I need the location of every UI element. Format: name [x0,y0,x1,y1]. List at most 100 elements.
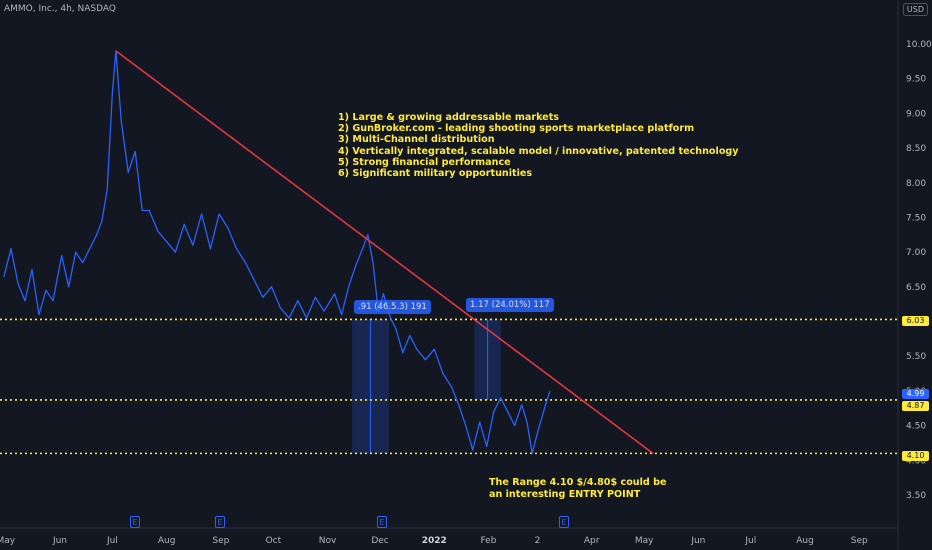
price-point [402,352,404,354]
price-point [38,314,40,316]
price-point [354,265,357,267]
symbol-title[interactable]: AMMO, Inc., 4h, NASDAQ [4,4,116,14]
price-point [17,282,19,284]
reason-3: 3) Multi-Channel distribution [338,134,495,146]
price-point [89,248,91,250]
price-point [493,411,495,413]
earnings-icon[interactable]: E [215,516,225,528]
x-tick-label: Sep [851,536,868,546]
price-point [127,171,129,173]
y-tick-label: 8.50 [906,144,926,154]
price-point [472,449,474,451]
price-point [68,286,70,288]
x-tick-label: Feb [481,536,497,546]
price-point [52,300,54,302]
price-point [253,279,255,281]
x-tick-label: Jul [744,536,756,546]
price-point [451,386,453,389]
price-point [24,300,26,302]
price-point [500,397,502,399]
y-tick-label: 9.50 [906,75,926,85]
reasons-annotation: 1) Large & growing addressable markets 2… [338,112,739,179]
range-note-line-2: an interesting ENTRY POINT [489,488,641,500]
earnings-icon[interactable]: E [559,516,569,528]
x-tick-label: Aug [158,536,176,546]
price-point [395,327,397,330]
price-point [416,348,418,350]
price-point [442,372,444,375]
price-point [521,404,523,406]
price-point [271,286,273,288]
price-point [10,248,12,250]
price-point [3,275,5,278]
x-tick-label: Jun [690,536,705,546]
price-point [192,244,194,246]
trend-line [115,50,654,454]
y-tick-label: 4.50 [906,422,926,432]
reason-1: 1) Large & growing addressable markets [338,112,559,123]
price-point [111,91,114,94]
reason-6: 6) Significant military opportunities [338,168,533,180]
price-point [409,334,411,337]
measure-label-1[interactable]: .91 (46.5.3) 191 [354,300,431,314]
price-point [531,452,533,454]
price-point [82,261,84,264]
price-point [141,209,143,212]
y-tick-label: 6.50 [906,283,926,293]
price-point [120,119,122,121]
x-tick-label: Jun [52,536,67,546]
price-point [297,300,299,302]
y-tick-label: 3.50 [906,491,926,501]
price-point [201,213,203,215]
price-point [101,220,103,222]
price-point [148,209,150,212]
price-point [333,293,336,295]
price-point [340,314,343,316]
y-tick-label: 7.00 [906,248,926,258]
price-point [433,348,435,350]
x-tick-label: Jul [106,536,118,546]
currency-badge[interactable]: USD [902,3,928,16]
price-point [75,251,77,253]
price-point [183,223,185,225]
price-point [262,296,264,298]
reason-5: 5) Strong financial performance [338,156,511,168]
price-point [106,189,108,191]
price-point [209,248,211,250]
price-point [465,425,467,427]
y-tick-label: 9.00 [906,109,926,119]
reason-4: 4) Vertically integrated, scalable model… [338,145,739,157]
y-tick-label: 8.00 [906,179,926,189]
price-point [361,248,364,250]
price-point [507,411,509,413]
price-point [236,248,238,250]
earnings-icon[interactable]: E [377,516,387,528]
price-point [382,293,385,295]
price-point [157,230,159,232]
price-point [314,296,316,298]
price-point [305,317,308,319]
price-point [424,359,427,361]
earnings-icon[interactable]: E [130,516,140,528]
price-point [367,234,369,236]
measure-label-2[interactable]: 1.17 (24.01%) 117 [466,298,554,312]
price-point [323,310,325,312]
price-point [96,234,98,236]
price-point [458,404,460,406]
y-tick-label: 4.00 [906,456,926,466]
price-point [244,261,246,264]
price-point [218,213,220,215]
x-tick-label: May [635,536,654,546]
price-point [227,227,229,229]
x-tick-label: Sep [212,536,229,546]
x-tick-label: Dec [371,536,388,546]
price-point [288,317,290,319]
price-series-line [3,50,551,455]
price-point [31,268,33,271]
x-tick-label: Nov [319,536,337,546]
x-tick-label: Aug [796,536,814,546]
price-point [347,286,350,288]
range-note: The Range 4.10 $/4.80$ could be an inter… [489,477,666,500]
